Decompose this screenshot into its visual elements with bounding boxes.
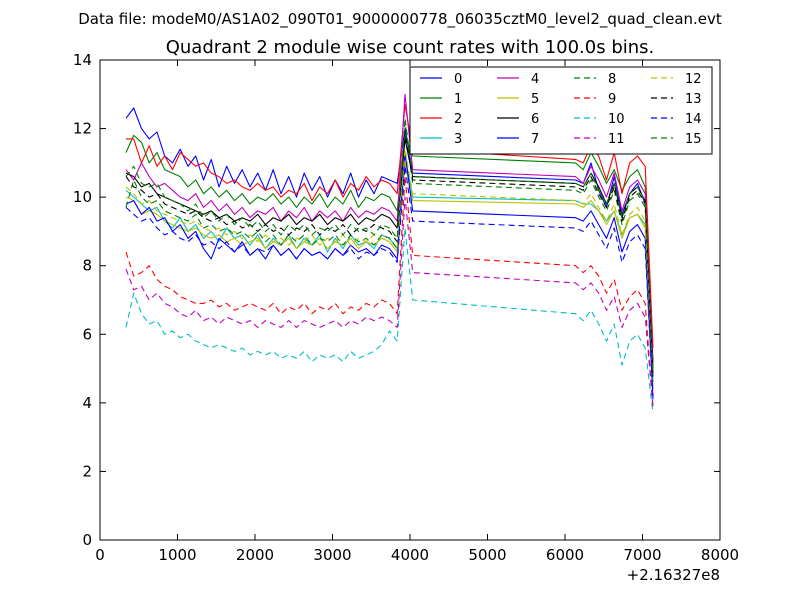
legend-label: 0 — [454, 72, 462, 87]
series-line-11 — [125, 196, 654, 407]
x-offset-label: +2.16327e8 — [627, 566, 720, 584]
x-tick-label: 2000 — [236, 546, 274, 564]
legend-label: 1 — [454, 92, 462, 107]
x-tick-label: 4000 — [391, 546, 429, 564]
series-line-5 — [125, 162, 654, 390]
legend-label: 10 — [608, 112, 625, 127]
series-line-7 — [125, 152, 654, 400]
x-tick-label: 5000 — [468, 546, 506, 564]
y-tick-label: 10 — [73, 188, 92, 206]
series-line-12 — [125, 148, 654, 393]
y-tick-label: 14 — [73, 51, 92, 69]
chart-title: Quadrant 2 module wise count rates with … — [166, 37, 655, 58]
legend-label: 13 — [685, 92, 702, 107]
legend-label: 3 — [454, 132, 462, 147]
legend-label: 12 — [685, 72, 702, 87]
x-tick-label: 7000 — [623, 546, 661, 564]
legend-label: 5 — [531, 92, 539, 107]
x-tick-label: 3000 — [313, 546, 351, 564]
legend-label: 14 — [685, 112, 702, 127]
series-line-10 — [125, 227, 654, 414]
series-line-9 — [125, 176, 654, 410]
legend-label: 9 — [608, 92, 616, 107]
y-tick-label: 0 — [82, 531, 92, 549]
series-line-3 — [125, 155, 654, 383]
series-line-1 — [125, 134, 654, 369]
series-line-15 — [125, 117, 654, 376]
x-tick-label: 6000 — [546, 546, 584, 564]
legend-label: 7 — [531, 132, 539, 147]
legend-label: 8 — [608, 72, 616, 87]
plot-lines — [125, 93, 654, 414]
series-line-0 — [125, 107, 654, 362]
legend-box — [409, 66, 713, 155]
y-tick-label: 4 — [82, 394, 92, 412]
axis-ticks: 0 1000 2000 3000 4000 5000 6000 7000 80000246810… — [73, 51, 739, 564]
x-tick-label: 1000 — [158, 546, 196, 564]
legend-label: 15 — [685, 132, 702, 147]
chart-suptitle: Data file: modeM0/AS1A02_090T01_90000007… — [78, 10, 722, 29]
y-tick-label: 8 — [82, 257, 92, 275]
legend-label: 6 — [531, 112, 539, 127]
series-line-13 — [125, 131, 654, 379]
x-tick-label: 0 — [95, 546, 105, 564]
legend-label: 11 — [608, 132, 625, 147]
legend-label: 2 — [454, 112, 462, 127]
x-tick-label: 8000 — [701, 546, 739, 564]
y-tick-label: 2 — [82, 462, 92, 480]
y-tick-label: 12 — [73, 120, 92, 138]
y-tick-label: 6 — [82, 325, 92, 343]
series-line-8 — [125, 121, 654, 383]
legend-label: 4 — [531, 72, 539, 87]
